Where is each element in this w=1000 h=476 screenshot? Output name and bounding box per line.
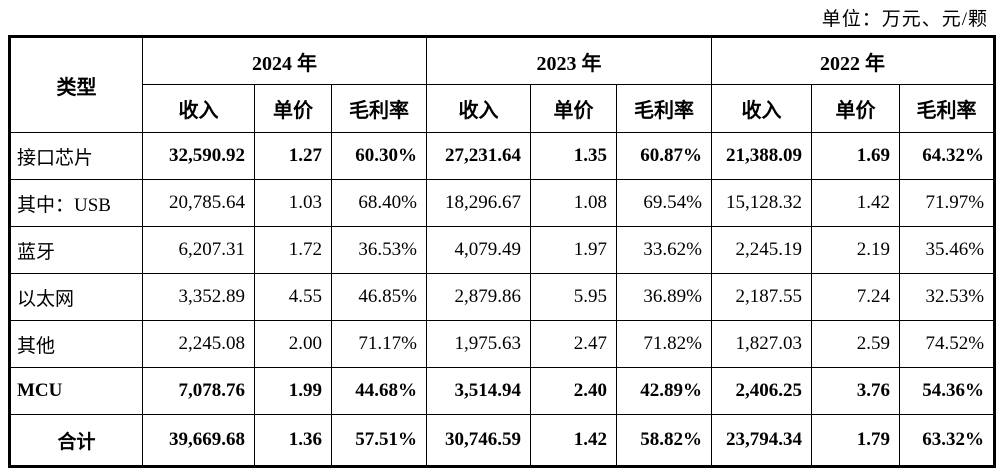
cell-value: 2.00 bbox=[254, 320, 332, 368]
row-label: 蓝牙 bbox=[9, 226, 143, 274]
cell-value: 42.89% bbox=[616, 367, 712, 415]
col-header-year-2022: 2022 年 bbox=[710, 36, 996, 85]
cell-value: 64.32% bbox=[898, 132, 996, 180]
cell-value: 58.82% bbox=[616, 414, 712, 467]
col-header-revenue-2023: 收入 bbox=[426, 84, 531, 133]
col-header-price-2022: 单价 bbox=[811, 84, 900, 133]
cell-value: 27,231.64 bbox=[426, 132, 531, 180]
table-header-sub-row: 收入 单价 毛利率 收入 单价 毛利率 收入 单价 毛利率 bbox=[10, 84, 996, 133]
cell-value: 1.97 bbox=[530, 226, 617, 274]
cell-value: 71.97% bbox=[898, 179, 996, 227]
col-header-price-2024: 单价 bbox=[254, 84, 332, 133]
cell-value: 2,245.19 bbox=[711, 226, 812, 274]
financial-table: 类型 2024 年 2023 年 2022 年 收入 单价 毛利率 收入 单价 … bbox=[8, 35, 997, 468]
col-header-year-2023: 2023 年 bbox=[426, 36, 712, 85]
cell-value: 2.59 bbox=[811, 320, 900, 368]
row-label: 合计 bbox=[9, 414, 143, 467]
cell-value: 3,352.89 bbox=[142, 273, 255, 321]
table-row: 以太网 3,352.89 4.55 46.85% 2,879.86 5.95 36.89% 2… bbox=[9, 273, 996, 321]
cell-value: 63.32% bbox=[898, 414, 996, 467]
cell-value: 7,078.76 bbox=[142, 367, 255, 415]
row-label: 其他 bbox=[9, 320, 143, 368]
cell-value: 1.08 bbox=[530, 179, 617, 227]
col-header-margin-2022: 毛利率 bbox=[898, 84, 996, 133]
cell-value: 1,827.03 bbox=[711, 320, 812, 368]
cell-value: 32,590.92 bbox=[142, 132, 255, 180]
cell-value: 2,406.25 bbox=[711, 367, 812, 415]
cell-value: 30,746.59 bbox=[426, 414, 531, 467]
cell-value: 60.30% bbox=[331, 132, 427, 180]
cell-value: 5.95 bbox=[530, 273, 617, 321]
cell-value: 23,794.34 bbox=[711, 414, 812, 467]
table-row: 其中：USB 20,785.64 1.03 68.40% 18,296.67 1.08 69… bbox=[9, 179, 996, 227]
cell-value: 3.76 bbox=[811, 367, 900, 415]
cell-value: 20,785.64 bbox=[142, 179, 255, 227]
cell-value: 2.47 bbox=[530, 320, 617, 368]
cell-value: 35.46% bbox=[898, 226, 996, 274]
table-row: 接口芯片 32,590.92 1.27 60.30% 27,231.64 1.35 60.8… bbox=[9, 132, 996, 180]
table-row: 其他 2,245.08 2.00 71.17% 1,975.63 2.47 71.82% 1,… bbox=[9, 320, 996, 368]
cell-value: 36.89% bbox=[616, 273, 712, 321]
cell-value: 39,669.68 bbox=[142, 414, 255, 467]
table-row-total: 合计 39,669.68 1.36 57.51% 30,746.59 1.42 58.82%… bbox=[9, 414, 996, 467]
col-header-type: 类型 bbox=[9, 36, 143, 133]
cell-value: 32.53% bbox=[898, 273, 996, 321]
col-header-margin-2023: 毛利率 bbox=[616, 84, 712, 133]
cell-value: 6,207.31 bbox=[142, 226, 255, 274]
cell-value: 71.17% bbox=[331, 320, 427, 368]
cell-value: 33.62% bbox=[616, 226, 712, 274]
cell-value: 1.42 bbox=[530, 414, 617, 467]
row-label: 接口芯片 bbox=[9, 132, 143, 180]
cell-value: 2,187.55 bbox=[711, 273, 812, 321]
unit-label: 单位：万元、元/颗 bbox=[821, 9, 988, 30]
cell-value: 21,388.09 bbox=[711, 132, 812, 180]
col-header-revenue-2022: 收入 bbox=[711, 84, 812, 133]
table-row: 蓝牙 6,207.31 1.72 36.53% 4,079.49 1.97 33.62% 2,… bbox=[9, 226, 996, 274]
cell-value: 1.27 bbox=[254, 132, 332, 180]
table-header-year-row: 类型 2024 年 2023 年 2022 年 bbox=[9, 36, 996, 133]
cell-value: 2.19 bbox=[811, 226, 900, 274]
cell-value: 1.36 bbox=[254, 414, 332, 467]
table-body: 接口芯片 32,590.92 1.27 60.30% 27,231.64 1.35 60.8… bbox=[9, 132, 996, 467]
cell-value: 1.69 bbox=[811, 132, 900, 180]
cell-value: 4,079.49 bbox=[426, 226, 531, 274]
cell-value: 54.36% bbox=[898, 367, 996, 415]
cell-value: 18,296.67 bbox=[426, 179, 531, 227]
col-header-year-2024: 2024 年 bbox=[142, 36, 427, 85]
cell-value: 69.54% bbox=[616, 179, 712, 227]
table-row: MCU 7,078.76 1.99 44.68% 3,514.94 2.40 42.89% 2… bbox=[9, 367, 996, 415]
cell-value: 2.40 bbox=[530, 367, 617, 415]
cell-value: 1,975.63 bbox=[426, 320, 531, 368]
cell-value: 2,245.08 bbox=[142, 320, 255, 368]
row-label: 其中：USB bbox=[9, 179, 143, 227]
row-label: MCU bbox=[9, 367, 143, 415]
cell-value: 1.03 bbox=[254, 179, 332, 227]
cell-value: 3,514.94 bbox=[426, 367, 531, 415]
cell-value: 46.85% bbox=[331, 273, 427, 321]
cell-value: 15,128.32 bbox=[711, 179, 812, 227]
cell-value: 1.99 bbox=[254, 367, 332, 415]
cell-value: 44.68% bbox=[331, 367, 427, 415]
cell-value: 1.79 bbox=[811, 414, 900, 467]
cell-value: 2,879.86 bbox=[426, 273, 531, 321]
col-header-margin-2024: 毛利率 bbox=[331, 84, 427, 133]
cell-value: 71.82% bbox=[616, 320, 712, 368]
cell-value: 4.55 bbox=[254, 273, 332, 321]
cell-value: 1.42 bbox=[811, 179, 900, 227]
row-label: 以太网 bbox=[9, 273, 143, 321]
cell-value: 60.87% bbox=[616, 132, 712, 180]
cell-value: 74.52% bbox=[898, 320, 996, 368]
cell-value: 57.51% bbox=[331, 414, 427, 467]
col-header-price-2023: 单价 bbox=[530, 84, 617, 133]
cell-value: 1.72 bbox=[254, 226, 332, 274]
cell-value: 36.53% bbox=[331, 226, 427, 274]
cell-value: 1.35 bbox=[530, 132, 617, 180]
cell-value: 7.24 bbox=[811, 273, 900, 321]
cell-value: 68.40% bbox=[331, 179, 427, 227]
col-header-revenue-2024: 收入 bbox=[142, 84, 255, 133]
